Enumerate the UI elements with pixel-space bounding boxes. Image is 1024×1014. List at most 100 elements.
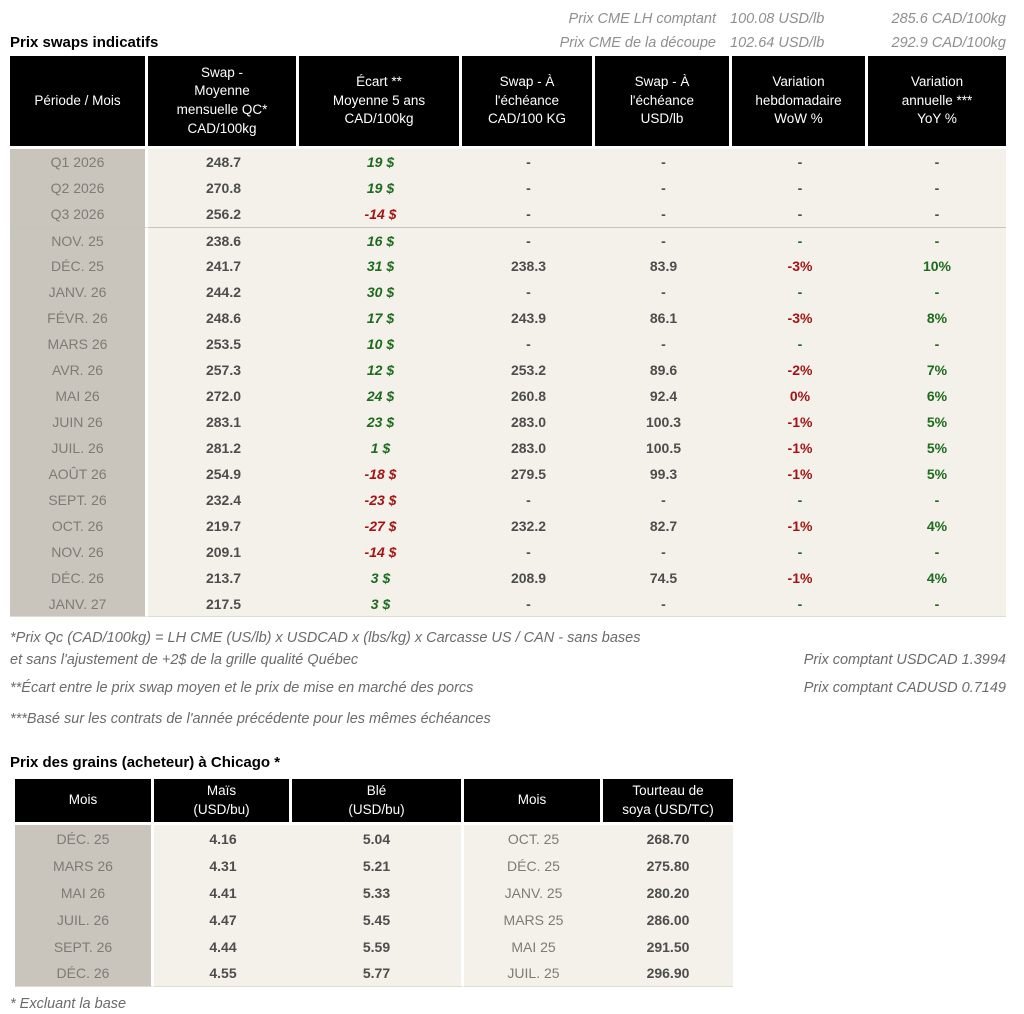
value-cell: -: [868, 539, 1006, 565]
value-cell: 8%: [868, 305, 1006, 331]
value-cell: 86.1: [595, 305, 732, 331]
table-row: DÉC. 25 241.7 31 $238.3 83.9 -3% 10%: [10, 253, 1006, 279]
value-cell: 99.3: [595, 461, 732, 487]
value-cell: -: [732, 227, 868, 253]
cme-spot-line-2: Prix CME de la découpe 102.64 USD/lb 292…: [560, 32, 1006, 54]
table-row: SEPT. 26 232.4 -23 $ - - - -: [10, 487, 1006, 513]
month-cell: JANV. 27: [10, 591, 148, 617]
value-cell: -: [595, 227, 732, 253]
table-row: MAI 26 4.41 5.33 JANV. 25 280.20: [15, 879, 733, 906]
value-cell: 256.2: [148, 201, 299, 227]
value-cell: 5.33: [292, 879, 464, 906]
value-cell: -: [732, 279, 868, 305]
value-cell: 270.8: [148, 175, 299, 201]
month-cell: NOV. 26: [10, 539, 148, 565]
table-row: MARS 26 4.31 5.21 DÉC. 25 275.80: [15, 852, 733, 879]
value-cell: -: [462, 591, 595, 617]
value-cell: 23 $: [299, 409, 462, 435]
column-header-wow: Variation hebdomadaire WoW %: [732, 56, 868, 149]
value-cell: -: [732, 331, 868, 357]
value-cell: 253.5: [148, 331, 299, 357]
value-cell: -1%: [732, 461, 868, 487]
month-cell: MARS 26: [10, 331, 148, 357]
table-row: JUIL. 26 281.2 1 $283.0 100.5 -1% 5%: [10, 435, 1006, 461]
value-cell: 275.80: [603, 852, 733, 879]
value-cell: -: [868, 591, 1006, 617]
value-cell: -3%: [732, 253, 868, 279]
cme-cutout-usd: 102.64 USD/lb: [730, 35, 825, 51]
value-cell: -: [462, 279, 595, 305]
month-cell: NOV. 25: [10, 227, 148, 253]
cme-lh-label: Prix CME LH comptant: [568, 11, 716, 27]
month-cell: AOÛT 26: [10, 461, 148, 487]
value-cell: 19 $: [299, 149, 462, 175]
table-row: OCT. 26 219.7 -27 $232.2 82.7 -1% 4%: [10, 513, 1006, 539]
value-cell: -: [595, 149, 732, 175]
footnote-ecart: **Écart entre le prix swap moyen et le p…: [10, 680, 474, 696]
table-row: Q3 2026 256.2 -14 $ - - - -: [10, 201, 1006, 227]
table-row: Q1 2026 248.7 19 $ - - - -: [10, 149, 1006, 175]
value-cell: -: [868, 227, 1006, 253]
value-cell: 17 $: [299, 305, 462, 331]
value-cell: -27 $: [299, 513, 462, 539]
value-cell: -: [868, 487, 1006, 513]
value-cell: 19 $: [299, 175, 462, 201]
table-row: SEPT. 26 4.44 5.59 MAI 25 291.50: [15, 933, 733, 960]
month-cell: SEPT. 26: [15, 933, 154, 960]
value-cell: 5.45: [292, 906, 464, 933]
value-cell: JUIL. 25: [464, 960, 603, 987]
value-cell: 82.7: [595, 513, 732, 539]
swaps-table: Période / Mois Swap - Moyenne mensuelle …: [10, 56, 1006, 617]
value-cell: 1 $: [299, 435, 462, 461]
value-cell: 286.00: [603, 906, 733, 933]
column-header-yoy: Variation annuelle *** YoY %: [868, 56, 1006, 149]
month-cell: JANV. 26: [10, 279, 148, 305]
month-cell: MAI 26: [15, 879, 154, 906]
value-cell: DÉC. 25: [464, 852, 603, 879]
value-cell: -: [732, 149, 868, 175]
value-cell: -: [595, 539, 732, 565]
table-row: AVR. 26 257.3 12 $253.2 89.6 -2% 7%: [10, 357, 1006, 383]
column-header-month-1: Mois: [15, 779, 154, 825]
value-cell: -: [462, 539, 595, 565]
value-cell: -: [595, 175, 732, 201]
cme-lh-usd: 100.08 USD/lb: [730, 11, 825, 27]
value-cell: -: [462, 227, 595, 253]
value-cell: 4.31: [154, 852, 292, 879]
month-cell: AVR. 26: [10, 357, 148, 383]
table-row: DÉC. 25 4.16 5.04 OCT. 25 268.70: [15, 825, 733, 852]
value-cell: OCT. 25: [464, 825, 603, 852]
value-cell: 5.21: [292, 852, 464, 879]
grains-title: Prix des grains (acheteur) à Chicago *: [10, 754, 281, 771]
value-cell: MARS 25: [464, 906, 603, 933]
fx-spot-rates: Prix comptant USDCAD 1.3994 Prix comptan…: [804, 649, 1006, 699]
month-cell: JUIL. 26: [15, 906, 154, 933]
usdcad-spot: Prix comptant USDCAD 1.3994: [803, 652, 1006, 668]
value-cell: -: [595, 279, 732, 305]
value-cell: 208.9: [462, 565, 595, 591]
table-row: FÉVR. 26 248.6 17 $243.9 86.1 -3% 8%: [10, 305, 1006, 331]
month-cell: DÉC. 26: [15, 960, 154, 987]
value-cell: 241.7: [148, 253, 299, 279]
column-header-wheat: Blé (USD/bu): [292, 779, 464, 825]
value-cell: 5.59: [292, 933, 464, 960]
value-cell: -: [462, 175, 595, 201]
value-cell: -1%: [732, 513, 868, 539]
value-cell: 219.7: [148, 513, 299, 539]
value-cell: -: [868, 279, 1006, 305]
value-cell: 238.3: [462, 253, 595, 279]
value-cell: -: [732, 201, 868, 227]
value-cell: 5.04: [292, 825, 464, 852]
value-cell: 232.4: [148, 487, 299, 513]
month-cell: SEPT. 26: [10, 487, 148, 513]
value-cell: 4%: [868, 565, 1006, 591]
cme-spot-line-1: Prix CME LH comptant 100.08 USD/lb 285.6…: [10, 8, 1006, 30]
value-cell: 5.77: [292, 960, 464, 987]
swaps-header-row: Période / Mois Swap - Moyenne mensuelle …: [10, 56, 1006, 149]
value-cell: JANV. 25: [464, 879, 603, 906]
value-cell: -: [868, 175, 1006, 201]
month-cell: MAI 26: [10, 383, 148, 409]
value-cell: 238.6: [148, 227, 299, 253]
value-cell: 291.50: [603, 933, 733, 960]
cme-cutout-label: Prix CME de la découpe: [559, 35, 716, 51]
